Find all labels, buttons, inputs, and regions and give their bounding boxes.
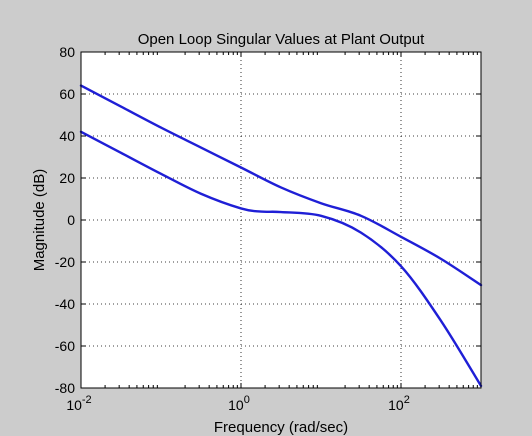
y-tick-label: 0 — [67, 212, 75, 228]
series-line-1 — [79, 84, 483, 287]
y-tick-label: 20 — [59, 170, 75, 186]
y-tick-label: 60 — [59, 86, 75, 102]
y-tick-label: 40 — [59, 128, 75, 144]
x-tick-labels: 10-2 100 102 — [66, 394, 410, 413]
grid — [81, 52, 481, 388]
y-tick-label: -40 — [55, 296, 75, 312]
y-axis-label: Magnitude (dB) — [31, 169, 48, 272]
y-tick-label: 80 — [59, 44, 75, 60]
x-tick-label: 100 — [228, 394, 250, 413]
y-tick-label: -20 — [55, 254, 75, 270]
x-axis-label: Frequency (rad/sec) — [214, 419, 348, 436]
series-layer — [79, 84, 483, 388]
x-tick-label: 10-2 — [66, 394, 91, 413]
y-tick-label: -60 — [55, 338, 75, 354]
y-tick-label: -80 — [55, 380, 75, 396]
x-tick-label: 102 — [388, 394, 410, 413]
y-tick-labels: 80 60 40 20 0 -20 -40 -60 -80 — [55, 44, 75, 396]
series-line-2 — [79, 130, 483, 388]
chart-title: Open Loop Singular Values at Plant Outpu… — [138, 31, 425, 48]
tick-marks — [80, 51, 481, 389]
